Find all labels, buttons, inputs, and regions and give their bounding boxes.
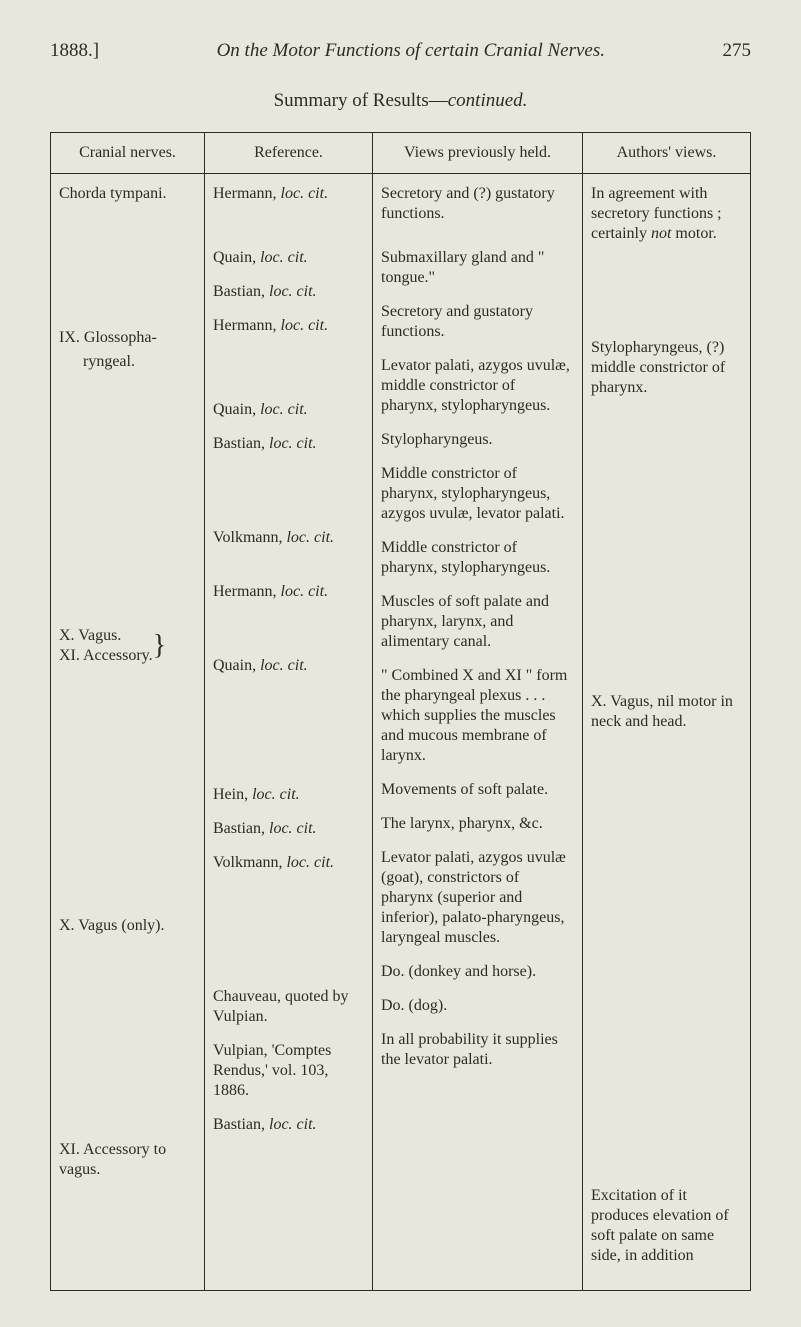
ref-name: Volkmann, — [213, 854, 286, 871]
ref-hermann-2: Hermann, loc. cit. — [213, 316, 364, 336]
ref-name: Bastian, — [213, 820, 269, 837]
th-cranial-nerves: Cranial nerves. — [51, 133, 205, 174]
ref-name: Quain, — [213, 401, 260, 418]
ref-hermann-1: Hermann, loc. cit. — [213, 184, 364, 204]
ref-loc: loc. cit. — [269, 1116, 317, 1133]
ref-name: Bastian, — [213, 283, 269, 300]
ref-name: Bastian, — [213, 1116, 269, 1133]
nerve-glosso-a: IX. Glossopha- — [59, 328, 196, 348]
ref-loc: loc. cit. — [269, 435, 317, 452]
nerve-glosso-b: ryngeal. — [59, 352, 196, 372]
prev-3: Secretory and gustatory functions. — [381, 302, 574, 342]
ref-loc: loc. cit. — [260, 657, 308, 674]
prev-15: In all probability it supplies the levat… — [381, 1030, 574, 1070]
ref-name: Hein, — [213, 786, 252, 803]
page-header: 1888.] On the Motor Functions of certain… — [50, 40, 751, 62]
nerve-vagus-accessory: X. Vagus. XI. Accessory. } — [59, 626, 196, 666]
prev-12: Levator palati, azygos uvulæ (goat), con… — [381, 848, 574, 948]
ref-bastian-4: Bastian, loc. cit. — [213, 1115, 364, 1135]
cell-views-auth: In agreement with secretory functions ; … — [583, 174, 751, 1291]
header-year: 1888.] — [50, 40, 99, 62]
auth-4: Excitation of it produces elevation of s… — [591, 1186, 742, 1266]
prev-11: The larynx, pharynx, &c. — [381, 814, 574, 834]
ref-loc: loc. cit. — [260, 249, 308, 266]
ref-name: Hermann, — [213, 583, 281, 600]
auth-1c: motor. — [671, 225, 716, 242]
header-title: On the Motor Functions of certain Crania… — [217, 40, 605, 62]
cell-views-prev: Secretory and (?) gustatory functions. S… — [373, 174, 583, 1291]
ref-name: Hermann, — [213, 317, 281, 334]
ref-name: Quain, — [213, 657, 260, 674]
ref-loc: loc. cit. — [286, 529, 334, 546]
th-authors-views: Authors' views. — [583, 133, 751, 174]
prev-6: Middle constrictor of pharynx, stylophar… — [381, 464, 574, 524]
nerve-vagus-only: X. Vagus (only). — [59, 916, 196, 936]
ref-name: Quain, — [213, 249, 260, 266]
cell-nerves: Chorda tympani. IX. Glossopha- ryngeal. … — [51, 174, 205, 1291]
ref-loc: loc. cit. — [269, 820, 317, 837]
ref-bastian-1: Bastian, loc. cit. — [213, 282, 364, 302]
auth-1b: not — [651, 225, 671, 242]
prev-8: Muscles of soft palate and pharynx, lary… — [381, 592, 574, 652]
ref-loc: loc. cit. — [286, 854, 334, 871]
prev-4: Levator palati, azygos uvulæ, middle con… — [381, 356, 574, 416]
ref-loc: loc. cit. — [281, 317, 329, 334]
ref-name: Hermann, — [213, 185, 281, 202]
auth-3: X. Vagus, nil motor in neck and head. — [591, 692, 742, 732]
summary-prefix: Summary of Results— — [274, 90, 448, 111]
ref-quain-1: Quain, loc. cit. — [213, 248, 364, 268]
ref-volkmann-2: Volkmann, loc. cit. — [213, 853, 364, 873]
summary-line: Summary of Results—continued. — [50, 90, 751, 112]
ref-loc: loc. cit. — [269, 283, 317, 300]
ref-bastian-3: Bastian, loc. cit. — [213, 819, 364, 839]
ref-quain-3: Quain, loc. cit. — [213, 656, 364, 676]
ref-hermann-3: Hermann, loc. cit. — [213, 582, 364, 602]
header-page: 275 — [722, 40, 751, 62]
ref-loc: loc. cit. — [281, 583, 329, 600]
prev-13: Do. (donkey and horse). — [381, 962, 574, 982]
summary-suffix: continued. — [448, 90, 528, 111]
ref-name: Bastian, — [213, 435, 269, 452]
table-header-row: Cranial nerves. Reference. Views previou… — [51, 133, 751, 174]
ref-hein: Hein, loc. cit. — [213, 785, 364, 805]
th-reference: Reference. — [205, 133, 373, 174]
nerve-accessory-xi: XI. Accessory. — [59, 646, 153, 666]
table-body-row: Chorda tympani. IX. Glossopha- ryngeal. … — [51, 174, 751, 1291]
nerve-chorda: Chorda tympani. — [59, 184, 196, 204]
ref-chauveau: Chauveau, quoted by Vulpian. — [213, 987, 364, 1027]
ref-bastian-2: Bastian, loc. cit. — [213, 434, 364, 454]
auth-1: In agreement with secretory functions ; … — [591, 184, 742, 244]
th-views-prev: Views previously held. — [373, 133, 583, 174]
nerve-accessory-vagus: XI. Accessory to vagus. — [59, 1140, 196, 1180]
ref-vulpian: Vulpian, 'Comptes Rendus,' vol. 103, 188… — [213, 1041, 364, 1101]
ref-loc: loc. cit. — [260, 401, 308, 418]
prev-10: Movements of soft palate. — [381, 780, 574, 800]
prev-1: Secretory and (?) gustatory functions. — [381, 184, 574, 224]
ref-loc: loc. cit. — [281, 185, 329, 202]
results-table: Cranial nerves. Reference. Views previou… — [50, 132, 751, 1291]
ref-name: Volkmann, — [213, 529, 286, 546]
auth-2: Stylopharyngeus, (?) middle constrictor … — [591, 338, 742, 398]
prev-14: Do. (dog). — [381, 996, 574, 1016]
nerve-vagus-x: X. Vagus. — [59, 626, 153, 646]
ref-quain-2: Quain, loc. cit. — [213, 400, 364, 420]
ref-loc: loc. cit. — [252, 786, 300, 803]
prev-2: Submaxillary gland and " tongue." — [381, 248, 574, 288]
prev-7: Middle constrictor of pharynx, stylophar… — [381, 538, 574, 578]
cell-reference: Hermann, loc. cit. Quain, loc. cit. Bast… — [205, 174, 373, 1291]
ref-volkmann-1: Volkmann, loc. cit. — [213, 528, 364, 548]
brace-icon: } — [153, 636, 166, 656]
prev-9: " Combined X and XI " form the pharyngea… — [381, 666, 574, 766]
prev-5: Stylopharyngeus. — [381, 430, 574, 450]
